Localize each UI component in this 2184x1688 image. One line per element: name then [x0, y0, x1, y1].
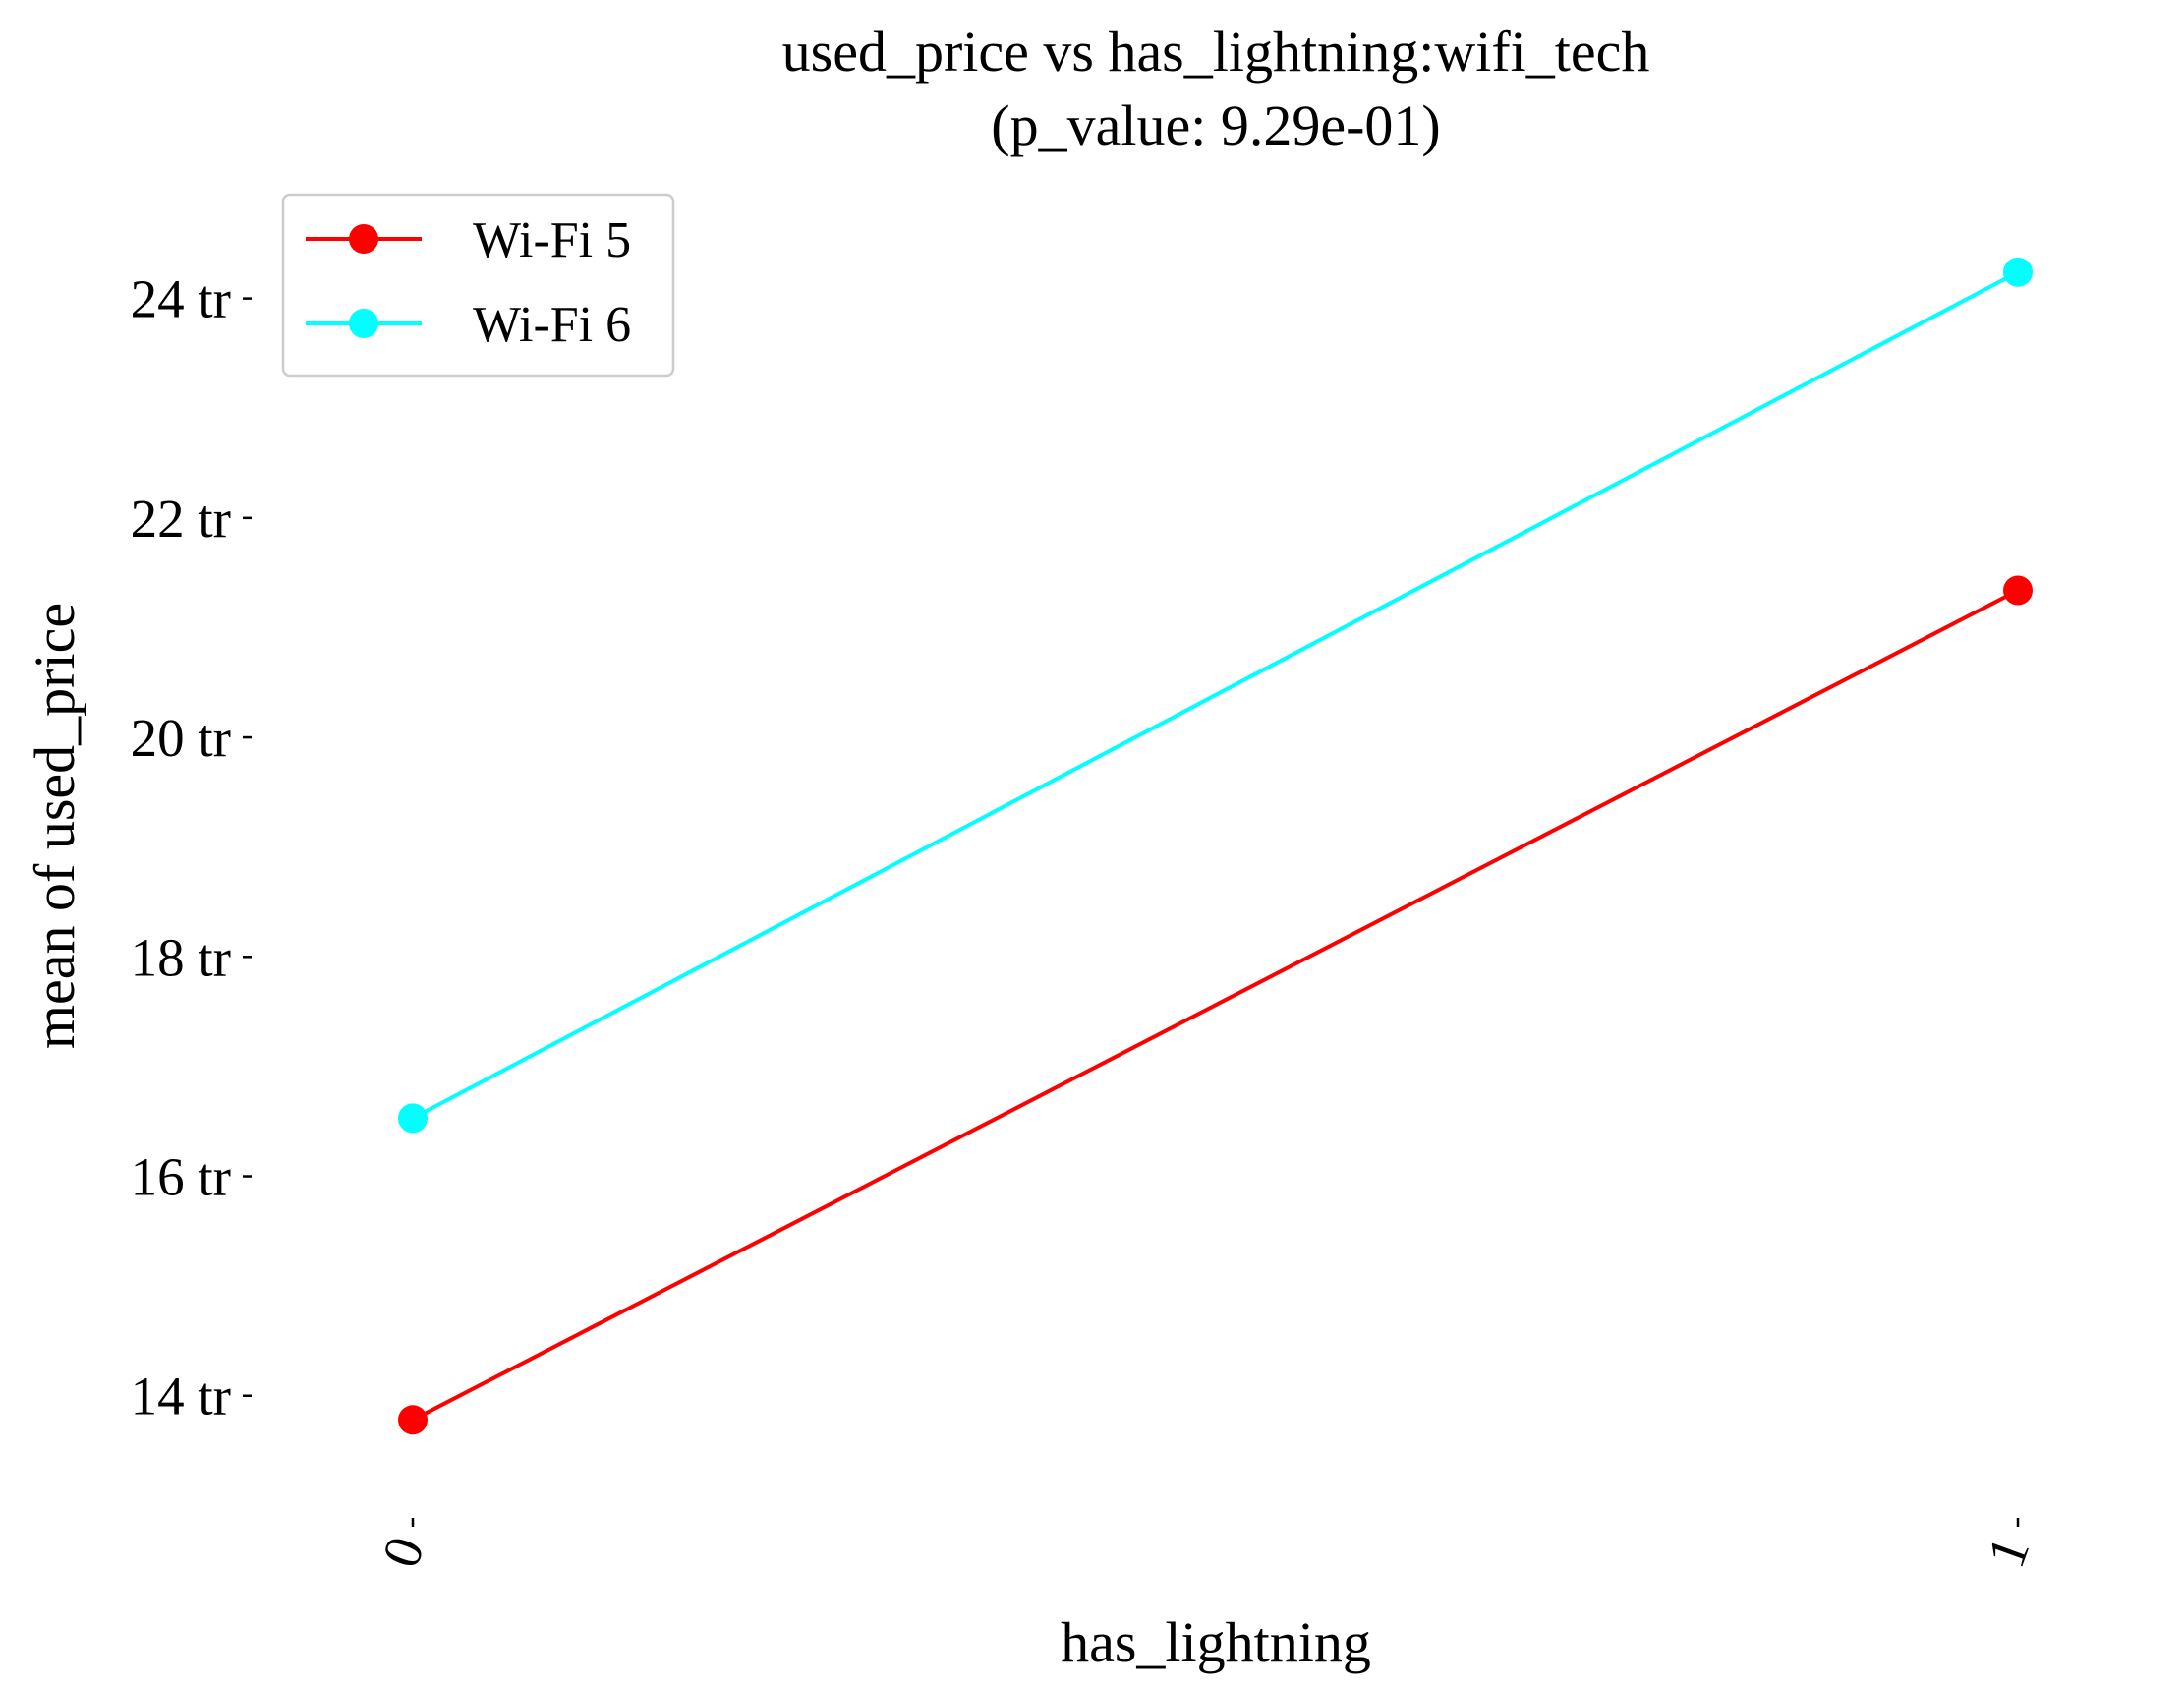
legend-label: Wi-Fi 5: [473, 212, 631, 268]
series-line: [412, 270, 2019, 1121]
y-tick-label: 16 tr: [131, 1147, 231, 1207]
data-point: [398, 1103, 428, 1134]
y-axis: 14 tr 16 tr 18 tr 20 tr 22 tr 24 tr: [131, 269, 252, 1426]
series-line: [412, 588, 2019, 1423]
series-wi-fi-6: [398, 257, 2033, 1134]
legend-item: Wi-Fi 6: [306, 297, 631, 353]
y-tick-label: 22 tr: [131, 489, 231, 549]
y-axis-label: mean of used_price: [23, 603, 86, 1049]
data-point: [2003, 575, 2033, 606]
series-wi-fi-5: [398, 575, 2033, 1435]
chart-subtitle: (p_value: 9.29e-01): [991, 93, 1440, 157]
legend: Wi-Fi 5 Wi-Fi 6: [281, 193, 675, 378]
data-point: [2003, 257, 2033, 287]
legend-item: Wi-Fi 5: [306, 212, 631, 268]
data-point: [398, 1405, 428, 1435]
y-tick-label: 24 tr: [131, 269, 231, 329]
x-axis-label: has_lightning: [1061, 1610, 1371, 1674]
legend-marker: [349, 224, 378, 254]
y-tick-label: 20 tr: [131, 708, 231, 768]
x-tick-label: 1: [1976, 1529, 2041, 1575]
plot-area: [398, 257, 2033, 1435]
chart-title: used_price vs has_lightning:wifi_tech: [782, 20, 1650, 84]
y-tick-label: 18 tr: [131, 927, 231, 987]
legend-marker: [349, 309, 378, 338]
legend-label: Wi-Fi 6: [473, 297, 631, 353]
y-tick-label: 14 tr: [131, 1367, 231, 1426]
x-tick-label: 0: [371, 1529, 436, 1575]
